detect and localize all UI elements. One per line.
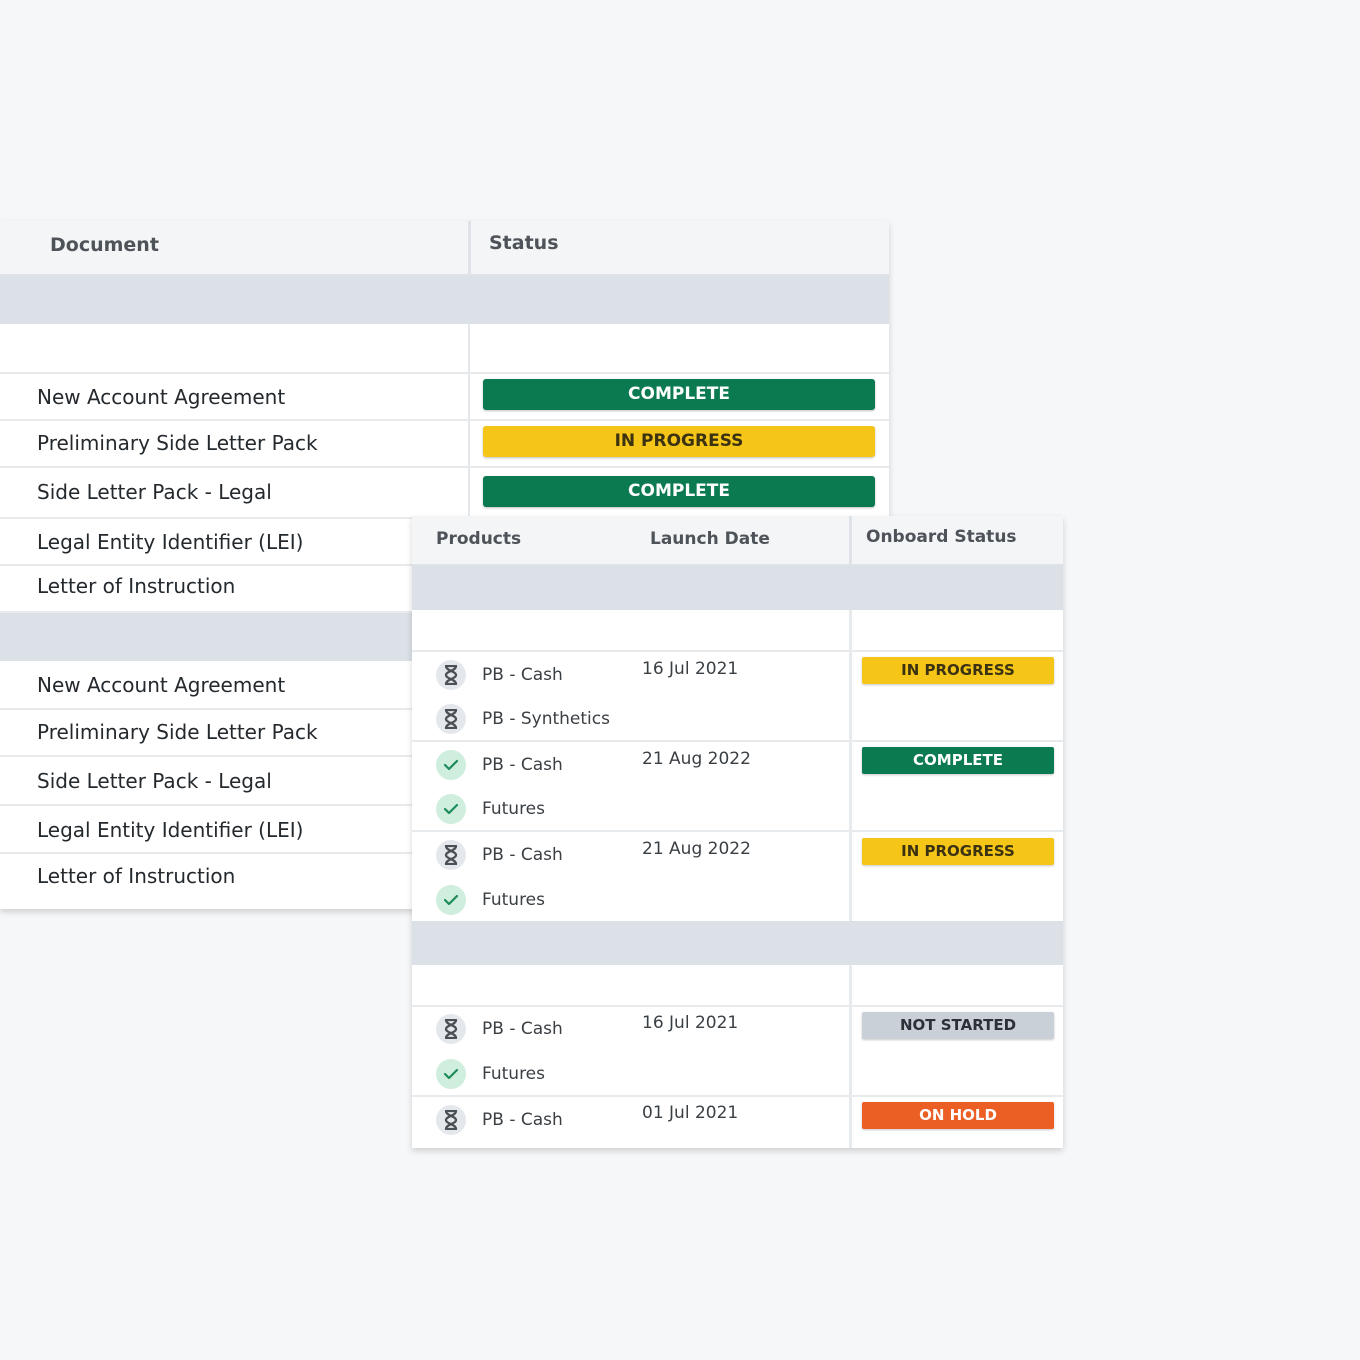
check-icon — [436, 794, 466, 824]
status-column-header[interactable]: Status — [489, 232, 559, 254]
products-group-subheader — [412, 965, 1063, 1007]
hourglass-icon — [436, 660, 466, 690]
products-group-subheader — [412, 610, 1063, 652]
product-item: PB - Cash — [436, 1014, 563, 1044]
onboard-status-badge: ON HOLD — [862, 1102, 1054, 1129]
table-row[interactable]: PB - Cash Futures 21 Aug 2022 COMPLETE — [412, 740, 1063, 832]
onboard-status-column-header[interactable]: Onboard Status — [866, 527, 1017, 547]
launch-date: 16 Jul 2021 — [642, 1013, 739, 1033]
hourglass-icon — [436, 840, 466, 870]
table-row[interactable]: PB - Cash Futures 21 Aug 2022 IN PROGRES… — [412, 830, 1063, 921]
launch-date: 01 Jul 2021 — [642, 1103, 739, 1123]
table-row[interactable]: PB - Cash Futures 16 Jul 2021 NOT STARTE… — [412, 1005, 1063, 1097]
document-name: New Account Agreement — [37, 385, 286, 409]
table-row[interactable]: Letter of Instruction — [0, 852, 889, 899]
table-row[interactable]: PB - Cash PB - Synthetics 16 Jul 2021 IN… — [412, 650, 1063, 742]
product-item: Futures — [436, 1059, 545, 1089]
product-item: Futures — [436, 794, 545, 824]
document-table-header: Document Status — [0, 221, 889, 276]
check-icon — [436, 1059, 466, 1089]
product-name: PB - Cash — [482, 665, 563, 685]
product-item: PB - Cash — [436, 840, 563, 870]
launch-date: 16 Jul 2021 — [642, 659, 739, 679]
check-icon — [436, 885, 466, 915]
status-badge: IN PROGRESS — [483, 426, 875, 457]
product-name: Futures — [482, 890, 545, 910]
product-name: Futures — [482, 1064, 545, 1084]
document-name: Legal Entity Identifier (LEI) — [37, 530, 304, 554]
product-name: PB - Cash — [482, 1019, 563, 1039]
document-name: Side Letter Pack - Legal — [37, 480, 272, 504]
launch-date-column-header[interactable]: Launch Date — [650, 529, 770, 549]
document-name: Legal Entity Identifier (LEI) — [37, 818, 304, 842]
product-item: Futures — [436, 885, 545, 915]
product-item: PB - Cash — [436, 1105, 563, 1135]
document-group-header[interactable] — [0, 276, 889, 324]
product-name: PB - Cash — [482, 1110, 563, 1130]
launch-date: 21 Aug 2022 — [642, 749, 751, 769]
hourglass-icon — [436, 704, 466, 734]
hourglass-icon — [436, 1014, 466, 1044]
hourglass-icon — [436, 1105, 466, 1135]
document-column-header[interactable]: Document — [50, 234, 159, 256]
table-row[interactable]: PB - Cash 01 Jul 2021 ON HOLD — [412, 1095, 1063, 1148]
document-name: New Account Agreement — [37, 673, 286, 697]
product-name: PB - Cash — [482, 755, 563, 775]
onboard-status-badge: IN PROGRESS — [862, 838, 1054, 865]
onboard-status-badge: COMPLETE — [862, 747, 1054, 774]
product-item: PB - Cash — [436, 750, 563, 780]
product-name: Futures — [482, 799, 545, 819]
document-name: Preliminary Side Letter Pack — [37, 431, 318, 455]
status-badge: COMPLETE — [483, 476, 875, 507]
document-name: Side Letter Pack - Legal — [37, 769, 272, 793]
product-item: PB - Synthetics — [436, 704, 610, 734]
table-row[interactable]: Preliminary Side Letter Pack IN PROGRESS — [0, 419, 889, 468]
onboard-status-badge: IN PROGRESS — [862, 657, 1054, 684]
status-badge: COMPLETE — [483, 379, 875, 410]
product-name: PB - Synthetics — [482, 709, 610, 729]
products-group-header[interactable] — [412, 921, 1063, 965]
products-column-header[interactable]: Products — [436, 529, 522, 549]
onboard-status-badge: NOT STARTED — [862, 1012, 1054, 1039]
products-onboard-table: Products Launch Date Onboard Status PB -… — [412, 516, 1063, 1148]
products-table-header: Products Launch Date Onboard Status — [412, 516, 1063, 566]
table-row[interactable]: Side Letter Pack - Legal COMPLETE — [0, 466, 889, 519]
product-name: PB - Cash — [482, 845, 563, 865]
table-row[interactable]: New Account Agreement COMPLETE — [0, 372, 889, 421]
document-name: Preliminary Side Letter Pack — [37, 720, 318, 744]
launch-date: 21 Aug 2022 — [642, 839, 751, 859]
check-icon — [436, 750, 466, 780]
document-name: Letter of Instruction — [37, 864, 236, 888]
products-group-header[interactable] — [412, 566, 1063, 610]
document-group-subheader — [0, 324, 889, 374]
product-item: PB - Cash — [436, 660, 563, 690]
document-name: Letter of Instruction — [37, 574, 236, 598]
